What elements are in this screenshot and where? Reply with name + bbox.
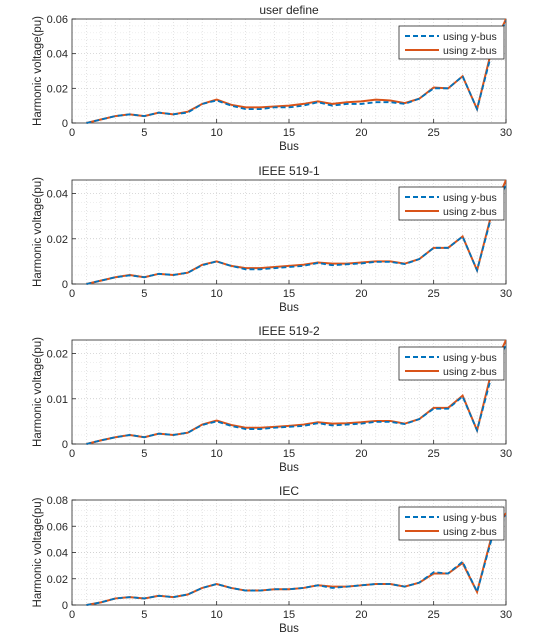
- x-tick-label: 5: [141, 127, 147, 139]
- x-tick-label: 20: [355, 127, 367, 139]
- legend-box: [398, 346, 505, 381]
- x-axis-label: Bus: [279, 462, 299, 474]
- series-line-z-bus: [86, 512, 506, 606]
- y-tick-label: 0.02: [47, 349, 68, 361]
- y-tick-label: 0.02: [47, 83, 68, 95]
- series-line-z-bus: [86, 339, 506, 445]
- y-tick-label: 0.02: [47, 234, 68, 246]
- y-tick-label: 0.04: [47, 189, 68, 201]
- x-tick-label: 25: [428, 127, 440, 139]
- x-tick-label: 20: [355, 448, 367, 460]
- x-tick-label: 5: [141, 448, 147, 460]
- y-tick-label: 0.06: [47, 521, 68, 533]
- x-tick-label: 5: [141, 609, 147, 621]
- chart-title: IEEE 519-1: [258, 164, 320, 178]
- legend-label: using y-bus: [443, 31, 497, 43]
- legend-label: using y-bus: [443, 352, 497, 364]
- x-axis-label: Bus: [279, 623, 299, 635]
- chart-title: IEEE 519-2: [258, 324, 320, 338]
- y-axis-label: Harmonic voltage(pu): [32, 337, 44, 447]
- x-tick-label: 15: [283, 609, 295, 621]
- y-axis-label: Harmonic voltage(pu): [32, 177, 44, 287]
- x-tick-label: 25: [428, 288, 440, 300]
- chart-title: IEC: [279, 484, 299, 498]
- y-tick-label: 0: [62, 279, 68, 291]
- legend-box: [398, 506, 505, 541]
- legend: using y-bus using z-bus: [398, 186, 505, 221]
- legend: using y-bus using z-bus: [398, 346, 505, 381]
- y-tick-label: 0.04: [47, 548, 68, 560]
- legend-label: using z-bus: [443, 526, 497, 538]
- x-tick-label: 30: [500, 609, 512, 621]
- x-tick-label: 5: [141, 288, 147, 300]
- x-tick-label: 15: [283, 127, 295, 139]
- chart-panel-3: 0 5 10 15 20 25 30 0 0.01 0.02 IEEE 519-2 Bus Harmon…: [32, 324, 512, 474]
- grid: [72, 500, 506, 605]
- y-tick-label: 0.04: [47, 49, 68, 61]
- x-tick-label: 30: [500, 288, 512, 300]
- x-tick-label: 15: [283, 288, 295, 300]
- x-tick-label: 30: [500, 127, 512, 139]
- x-tick-label: 10: [211, 609, 223, 621]
- series-line-y-bus: [86, 20, 506, 124]
- x-tick-label: 20: [355, 609, 367, 621]
- x-axis-label: Bus: [279, 141, 299, 153]
- x-tick-label: 30: [500, 448, 512, 460]
- y-tick-label: 0.01: [47, 394, 68, 406]
- chart-title: user define: [259, 3, 319, 17]
- x-tick-label: 10: [211, 288, 223, 300]
- chart-panel-1: 0 5 10 15 20 25 30 0 0.02 0.04 0.06 user define Bus H…: [32, 3, 512, 153]
- legend-box: [398, 25, 505, 60]
- legend-label: using z-bus: [443, 45, 497, 57]
- legend-label: using z-bus: [443, 366, 497, 378]
- x-tick-label: 0: [69, 127, 75, 139]
- legend-label: using y-bus: [443, 192, 497, 204]
- y-tick-label: 0: [62, 600, 68, 612]
- y-axis-label: Harmonic voltage(pu): [32, 497, 44, 607]
- x-tick-label: 0: [69, 288, 75, 300]
- chart-panel-2: 0 5 10 15 20 25 30 0 0.02 0.04 IEEE 519-1 Bus Harmon…: [32, 164, 512, 314]
- x-tick-label: 10: [211, 448, 223, 460]
- y-tick-label: 0.08: [47, 495, 68, 507]
- x-tick-label: 25: [428, 609, 440, 621]
- y-tick-label: 0: [62, 118, 68, 130]
- y-tick-label: 0: [62, 439, 68, 451]
- grid: [72, 180, 506, 284]
- x-axis-label: Bus: [279, 302, 299, 314]
- legend: using y-bus using z-bus: [398, 25, 505, 60]
- x-tick-label: 0: [69, 609, 75, 621]
- x-tick-label: 25: [428, 448, 440, 460]
- series-line-y-bus: [86, 184, 506, 285]
- x-tick-label: 0: [69, 448, 75, 460]
- legend: using y-bus using z-bus: [398, 506, 505, 541]
- x-tick-label: 10: [211, 127, 223, 139]
- y-tick-label: 0.06: [47, 14, 68, 26]
- chart-panel-4: 0 5 10 15 20 25 30 0 0.02 0.04 0.06 0.08 IEC Bus Harmo…: [32, 484, 512, 635]
- x-tick-label: 15: [283, 448, 295, 460]
- x-tick-label: 20: [355, 288, 367, 300]
- legend-box: [398, 186, 505, 221]
- y-axis-label: Harmonic voltage(pu): [32, 16, 44, 126]
- grid: [72, 340, 506, 444]
- legend-label: using y-bus: [443, 512, 497, 524]
- legend-label: using z-bus: [443, 206, 497, 218]
- y-tick-label: 0.02: [47, 574, 68, 586]
